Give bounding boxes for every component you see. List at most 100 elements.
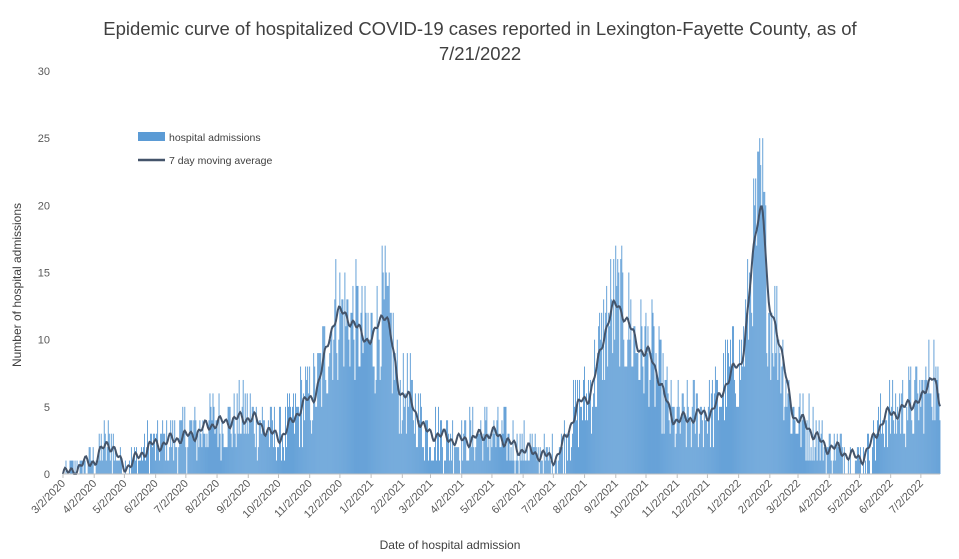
admission-bar xyxy=(171,447,173,474)
admission-bar xyxy=(671,406,673,474)
admission-bar xyxy=(596,406,598,474)
admission-bar xyxy=(298,406,300,474)
admission-bar xyxy=(429,447,430,474)
admission-bar xyxy=(214,433,216,474)
admission-bar xyxy=(338,339,340,474)
admission-bar xyxy=(396,339,398,474)
admission-bar xyxy=(142,460,143,474)
admission-bar xyxy=(344,272,346,474)
admission-bar xyxy=(446,420,448,474)
admission-bar xyxy=(803,420,805,474)
admission-bar xyxy=(290,406,291,474)
admission-bar xyxy=(583,379,584,474)
admission-bar xyxy=(900,433,902,474)
admission-bar xyxy=(165,460,167,474)
admission-bar xyxy=(333,339,335,474)
admission-bar xyxy=(783,420,785,474)
admission-bar xyxy=(797,433,799,474)
admission-bar xyxy=(731,366,732,474)
admission-bar xyxy=(792,406,794,474)
admission-bar xyxy=(310,420,312,474)
admission-bar xyxy=(828,433,830,474)
admission-bar xyxy=(245,433,247,474)
admission-bar xyxy=(160,433,162,474)
admission-bar xyxy=(733,326,735,474)
admission-bar xyxy=(277,447,279,474)
admission-bar xyxy=(185,447,187,474)
admission-bar xyxy=(631,366,633,474)
admission-bar xyxy=(263,420,265,474)
admission-bar xyxy=(513,460,515,474)
admission-bar xyxy=(133,447,135,474)
admission-bar xyxy=(376,285,378,474)
admission-bar xyxy=(426,420,428,474)
admission-bar xyxy=(864,460,866,474)
admission-bar xyxy=(658,326,660,474)
admission-bar xyxy=(434,447,435,474)
admission-bar xyxy=(847,460,849,474)
admission-bar xyxy=(386,285,388,474)
admission-bar xyxy=(120,460,122,474)
admission-bar xyxy=(672,406,674,474)
admission-bar xyxy=(854,460,856,474)
admission-bar xyxy=(509,460,511,474)
admission-bar xyxy=(493,420,495,474)
admission-bar xyxy=(365,312,367,474)
admission-bar xyxy=(221,420,223,474)
admission-bar xyxy=(329,353,331,474)
admission-bar xyxy=(464,420,466,474)
admission-bar xyxy=(325,379,327,474)
admission-bar xyxy=(362,353,364,474)
admission-bar xyxy=(144,433,145,474)
admission-bar xyxy=(520,460,522,474)
admission-bar xyxy=(765,205,767,475)
admission-bar xyxy=(536,460,538,474)
admission-bar xyxy=(268,447,270,474)
admission-bar xyxy=(257,447,259,474)
admission-bar xyxy=(789,393,791,474)
admission-bar xyxy=(532,447,534,474)
admission-bar xyxy=(625,366,627,474)
admission-bar xyxy=(179,420,181,474)
admission-bar xyxy=(817,433,819,474)
admission-bar xyxy=(484,406,486,474)
admission-bar xyxy=(381,245,383,474)
admission-bar xyxy=(402,353,404,474)
admission-bar xyxy=(739,339,741,474)
admission-bar xyxy=(714,366,716,474)
admission-bar xyxy=(716,379,718,474)
admission-bar xyxy=(568,433,570,474)
admission-bar xyxy=(882,420,884,474)
admission-bar xyxy=(492,433,494,474)
admission-bar xyxy=(560,433,562,474)
admission-bar xyxy=(259,420,261,474)
admission-bar xyxy=(447,420,449,474)
admission-bar xyxy=(791,433,793,474)
admission-bar xyxy=(761,205,763,475)
admission-bar xyxy=(296,406,298,474)
admission-bar xyxy=(353,339,355,474)
admission-bar xyxy=(477,433,479,474)
admission-bar xyxy=(212,393,214,474)
admission-bar xyxy=(567,433,569,474)
admission-bar xyxy=(769,312,771,474)
admission-bar xyxy=(508,433,510,474)
admission-bar xyxy=(223,447,225,474)
admission-bar xyxy=(680,420,682,474)
admission-bar xyxy=(605,312,607,474)
admission-bar xyxy=(403,406,405,474)
admission-bar xyxy=(837,447,839,474)
admission-bar xyxy=(911,420,913,474)
admission-bar xyxy=(682,393,684,474)
admission-bar xyxy=(462,460,464,474)
admission-bar xyxy=(726,406,727,474)
admission-bar xyxy=(751,312,753,474)
admission-bar xyxy=(694,433,696,474)
admission-bar xyxy=(770,379,772,474)
admission-bar xyxy=(921,379,923,474)
admission-bar xyxy=(690,447,692,474)
admission-bar xyxy=(616,285,618,474)
admission-bar xyxy=(784,406,786,474)
admission-bar xyxy=(150,433,152,474)
admission-bar xyxy=(152,447,154,474)
